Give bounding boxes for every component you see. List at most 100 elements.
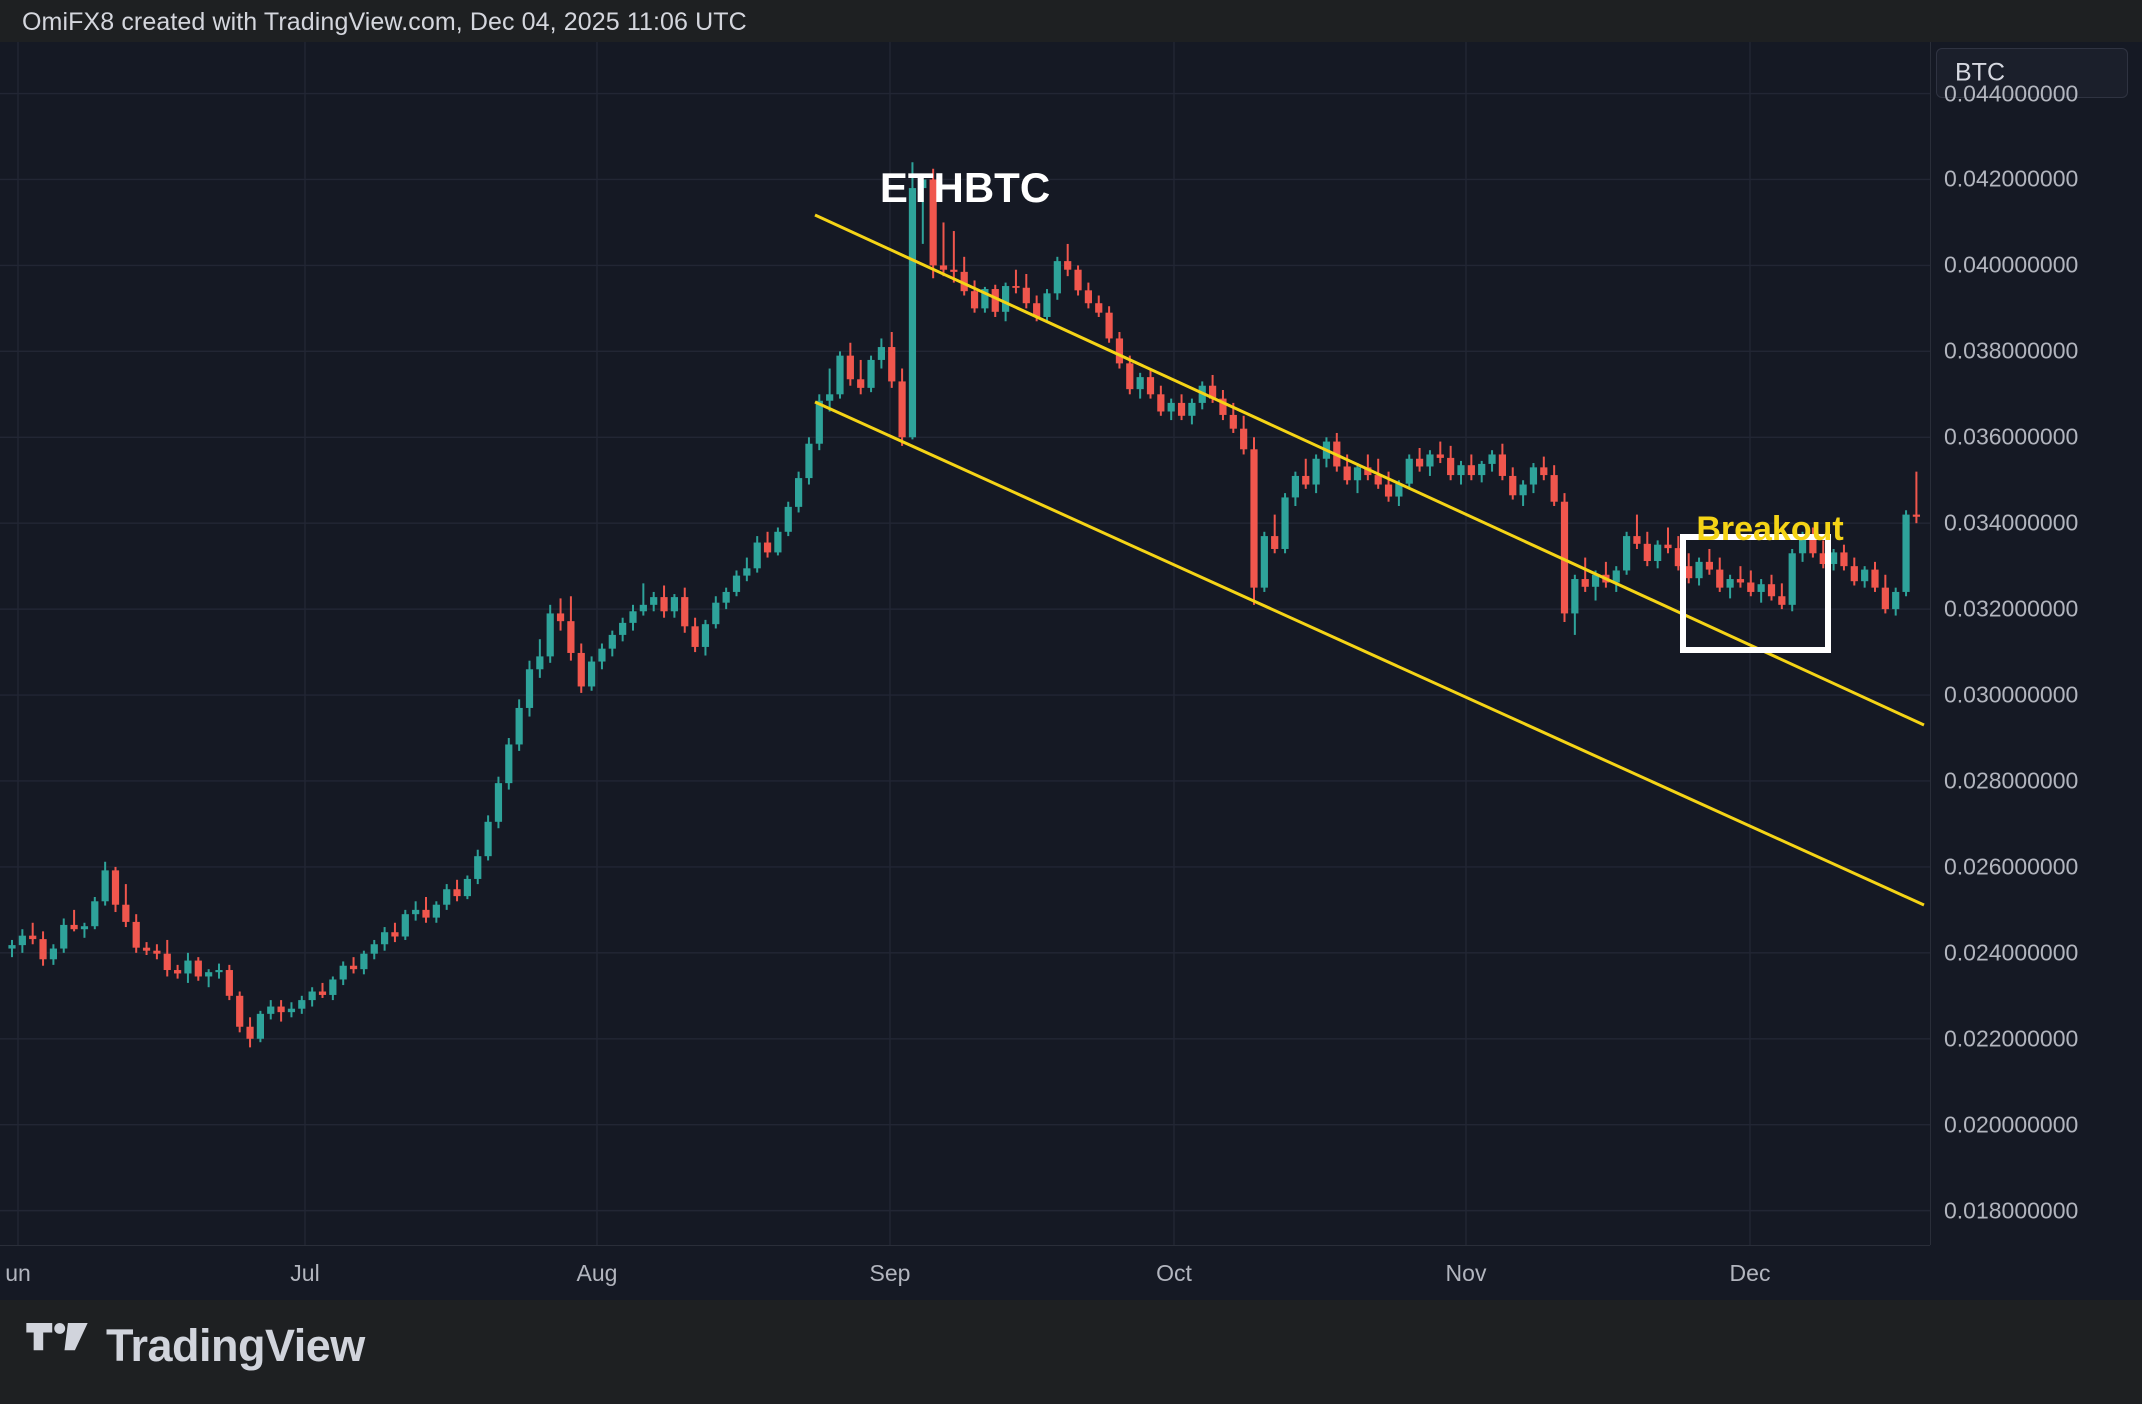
candle-body <box>877 347 885 360</box>
time-axis-label: Nov <box>1445 1260 1487 1286</box>
breakout-highlight-box[interactable] <box>1680 534 1831 653</box>
candle-body <box>1033 303 1041 317</box>
currency-badge[interactable]: BTC <box>1936 48 2128 98</box>
candle-body <box>236 995 244 1027</box>
candle-body <box>919 179 927 189</box>
candle-body <box>1312 458 1320 485</box>
candle-body <box>1881 587 1889 610</box>
candle-body <box>1747 582 1755 592</box>
candle-body <box>1188 402 1196 416</box>
candle-body <box>1798 536 1807 554</box>
candle-body <box>1685 566 1693 579</box>
candle-body <box>1012 286 1020 288</box>
candle-body <box>598 648 606 662</box>
price-axis-label: 0.044000000 <box>1944 80 2079 107</box>
candle-body <box>1436 454 1444 458</box>
candle-body <box>525 669 534 708</box>
candle-body <box>1488 454 1496 464</box>
candle-body <box>1126 363 1134 390</box>
candle-body <box>701 624 710 647</box>
candle-body <box>1250 449 1258 588</box>
candle-body <box>1892 591 1900 610</box>
candle-body <box>432 904 440 918</box>
candle-body <box>1819 553 1827 565</box>
candle-body <box>991 289 999 312</box>
candle-body <box>360 953 368 970</box>
candle-body <box>1240 428 1248 450</box>
candle-body <box>1654 544 1662 562</box>
candle-body <box>1343 466 1351 481</box>
candle-body <box>1384 484 1393 497</box>
price-axis-label: 0.024000000 <box>1944 939 2079 966</box>
upper-channel-line[interactable] <box>814 213 1925 727</box>
candle-body <box>49 948 57 960</box>
candle-body <box>1053 261 1061 294</box>
candle-body <box>1167 402 1175 412</box>
candle-body <box>29 935 37 940</box>
candle-body <box>515 707 523 745</box>
candle-body <box>826 394 834 401</box>
candle-body <box>1519 484 1527 496</box>
candle-body <box>1529 467 1538 485</box>
candle-body <box>101 870 109 902</box>
candle-body <box>91 901 99 927</box>
candle-body <box>287 1008 296 1013</box>
candle-body <box>381 932 389 945</box>
candle-body <box>174 970 182 974</box>
time-axis-label: Oct <box>1156 1260 1192 1286</box>
candle-body <box>1788 553 1796 605</box>
time-axis-label: un <box>5 1260 31 1286</box>
time-axis-label: Jul <box>290 1260 320 1286</box>
candle-body <box>453 889 461 897</box>
candle-body <box>391 932 399 937</box>
candle-body <box>256 1013 264 1039</box>
candle-body <box>1219 398 1227 415</box>
candle-body <box>246 1026 254 1039</box>
candle-body <box>888 347 896 382</box>
candle-body <box>1209 385 1217 399</box>
candlestick-chart-svg <box>0 42 1930 1245</box>
candle-body <box>1757 584 1765 592</box>
candle-body <box>1623 536 1631 571</box>
grid-layer <box>0 42 1930 1245</box>
candle-body <box>588 661 596 687</box>
candle-body <box>1571 579 1579 614</box>
price-axis-label: 0.022000000 <box>1944 1025 2079 1052</box>
candle-body <box>370 944 378 954</box>
candle-body <box>981 289 989 309</box>
chart-plot-area[interactable]: ETHBTC Breakout <box>0 42 1930 1245</box>
price-axis-label: 0.026000000 <box>1944 853 2079 880</box>
candle-body <box>329 979 337 995</box>
candle-body <box>1064 261 1072 270</box>
candle-body <box>939 265 948 270</box>
price-axis-label: 0.036000000 <box>1944 423 2079 450</box>
candle-body <box>836 355 844 395</box>
candle-body <box>8 945 16 949</box>
candle-body <box>1405 458 1413 484</box>
candle-body <box>1374 475 1382 485</box>
candle-body <box>267 1006 275 1014</box>
candle-body <box>1550 475 1558 502</box>
candle-body <box>1912 514 1920 517</box>
candle-body <box>1157 394 1165 412</box>
candle-body <box>194 960 202 977</box>
breakout-annotation-label: Breakout <box>1696 510 1844 548</box>
lower-channel-line[interactable] <box>814 400 1925 907</box>
candle-body <box>505 744 513 784</box>
candle-body <box>1447 457 1455 476</box>
candle-body <box>422 909 430 918</box>
price-axis-label: 0.020000000 <box>1944 1111 2079 1138</box>
candle-body <box>1830 552 1838 565</box>
candle-body <box>308 991 316 1001</box>
candle-body <box>660 597 668 612</box>
candle-body <box>80 926 89 930</box>
candle-body <box>1395 483 1403 497</box>
candle-body <box>1043 293 1051 317</box>
time-scale[interactable]: un Jul Aug Sep Oct Nov Dec <box>0 1245 1930 1301</box>
candle-body <box>691 626 699 647</box>
candle-body <box>1705 561 1713 570</box>
price-scale[interactable]: BTC 0.044000000 0.042000000 0.040000000 0.0… <box>1930 42 2142 1300</box>
candle-body <box>1105 312 1113 339</box>
candle-body <box>205 972 213 977</box>
candlestick-series <box>8 162 1920 1048</box>
